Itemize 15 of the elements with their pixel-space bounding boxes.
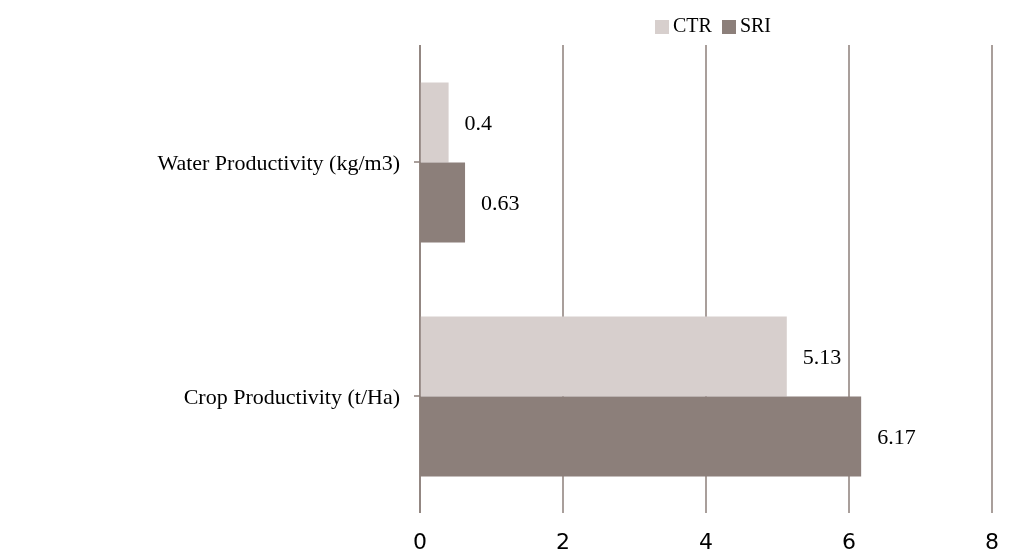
x-tick-label: 0: [413, 528, 427, 554]
x-tick-label: 2: [556, 528, 570, 554]
x-tick-label: 8: [985, 528, 999, 554]
y-tick-label: Water Productivity (kg/m3): [157, 149, 400, 175]
legend-label: SRI: [739, 14, 772, 36]
y-tick-label: Crop Productivity (t/Ha): [183, 383, 400, 409]
data-label: 0.4: [464, 110, 493, 136]
data-label: 0.63: [481, 190, 520, 216]
x-tick-label: 4: [699, 528, 713, 554]
bar: [420, 82, 449, 163]
data-label: 6.17: [877, 424, 916, 450]
x-tick-label: 6: [842, 528, 856, 554]
bar: [420, 316, 787, 397]
legend-label: CTR: [672, 14, 712, 36]
data-label: 5.13: [802, 344, 842, 370]
